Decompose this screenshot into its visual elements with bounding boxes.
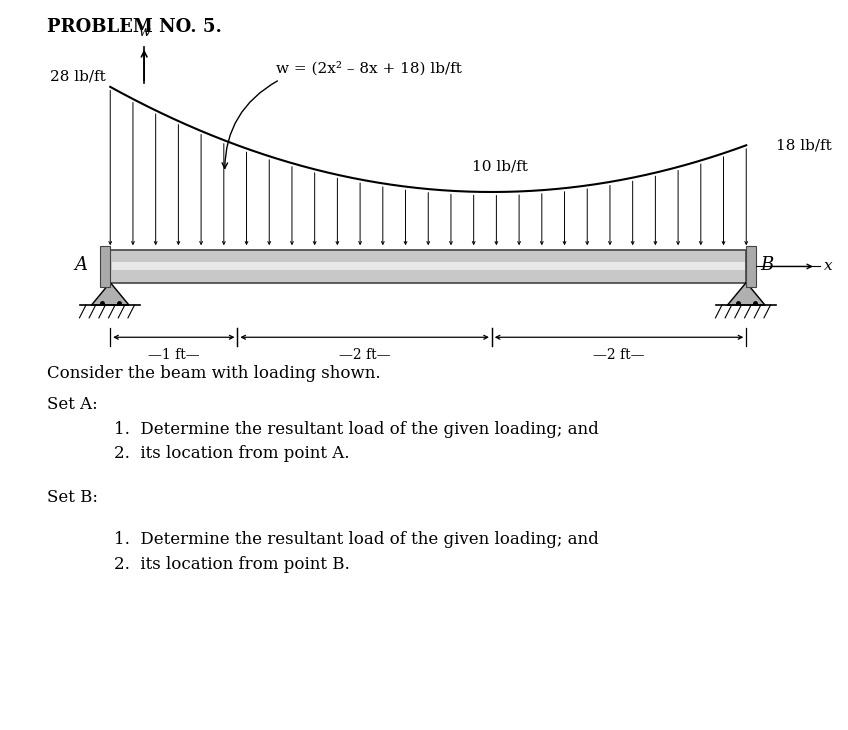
Text: —2 ft—: —2 ft— <box>339 348 390 362</box>
Bar <box>746 245 756 288</box>
Text: 1.  Determine the resultant load of the given loading; and: 1. Determine the resultant load of the g… <box>114 421 600 438</box>
Polygon shape <box>728 283 765 305</box>
Bar <box>112 262 745 270</box>
Text: Set B:: Set B: <box>47 489 98 506</box>
Polygon shape <box>92 283 129 305</box>
Text: Consider the beam with loading shown.: Consider the beam with loading shown. <box>47 365 380 382</box>
Text: x: x <box>824 258 833 273</box>
Text: 1.  Determine the resultant load of the given loading; and: 1. Determine the resultant load of the g… <box>114 531 600 548</box>
Text: Set A:: Set A: <box>47 396 98 412</box>
Text: 18 lb/ft: 18 lb/ft <box>776 138 832 153</box>
Text: 2.  its location from point A.: 2. its location from point A. <box>114 445 350 462</box>
Text: A: A <box>75 256 87 274</box>
Text: —1 ft—: —1 ft— <box>148 348 199 362</box>
Text: w = (2x² – 8x + 18) lb/ft: w = (2x² – 8x + 18) lb/ft <box>276 61 461 76</box>
Text: 2.  its location from point B.: 2. its location from point B. <box>114 556 350 573</box>
Text: —2 ft—: —2 ft— <box>594 348 644 362</box>
Text: 10 lb/ft: 10 lb/ft <box>472 160 528 174</box>
Bar <box>110 250 746 283</box>
Text: B: B <box>761 256 774 274</box>
Bar <box>100 245 110 288</box>
Text: 28 lb/ft: 28 lb/ft <box>50 69 106 83</box>
Text: w: w <box>138 26 150 39</box>
Text: PROBLEM NO. 5.: PROBLEM NO. 5. <box>47 18 221 36</box>
